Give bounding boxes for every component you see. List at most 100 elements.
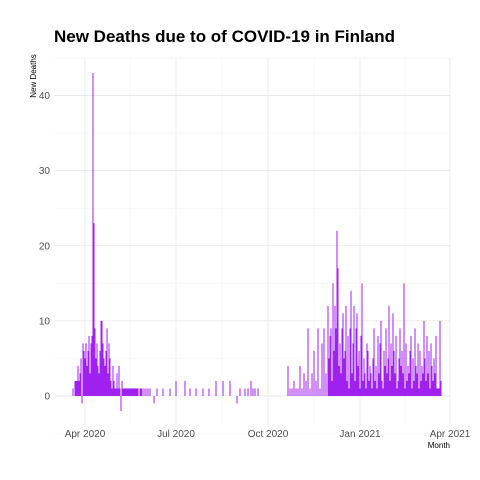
bar [115, 388, 117, 396]
bar [147, 388, 149, 396]
bar [382, 388, 384, 396]
bar [114, 388, 116, 396]
bar [313, 350, 315, 396]
bar [331, 380, 333, 396]
bar [399, 328, 401, 396]
bar [108, 343, 110, 396]
bar [420, 380, 422, 396]
bar [339, 343, 341, 396]
bar [301, 388, 303, 396]
bar [92, 73, 94, 396]
bar [77, 365, 79, 396]
bar [415, 365, 417, 396]
bar [86, 365, 88, 396]
bar [239, 388, 241, 396]
bar [416, 373, 418, 396]
bar [208, 388, 210, 396]
bar [189, 388, 191, 396]
bar [429, 388, 431, 396]
bar [357, 365, 359, 396]
bar [254, 388, 256, 396]
bar [349, 328, 351, 396]
bar [350, 290, 352, 396]
bar [356, 313, 358, 396]
bar [104, 365, 106, 396]
bar [295, 388, 297, 396]
bar [303, 373, 305, 396]
x-tick-label: Jul 2020 [157, 429, 195, 440]
x-tick-label: Oct 2020 [248, 429, 289, 440]
bar [397, 380, 399, 396]
bar [376, 388, 378, 396]
bar [408, 373, 410, 396]
bar [325, 373, 327, 396]
bar [329, 335, 331, 396]
chart-title: New Deaths due to of COVID-19 in Finland [54, 27, 395, 46]
bar [327, 305, 329, 396]
bar [388, 305, 390, 396]
bar [123, 388, 125, 396]
x-axis-title: Month [428, 441, 450, 450]
bar [370, 373, 372, 396]
bar [437, 388, 439, 396]
bar [100, 320, 102, 396]
bar [355, 328, 357, 396]
bar [132, 388, 134, 396]
y-tick-label: 40 [39, 91, 51, 102]
bar [389, 380, 391, 396]
bar [315, 380, 317, 396]
bar [371, 388, 373, 396]
bar [80, 358, 82, 396]
bar [410, 335, 412, 396]
bar [121, 380, 123, 396]
y-tick-label: 30 [39, 166, 51, 177]
bar [337, 268, 339, 396]
bar [287, 365, 289, 396]
bar [106, 328, 108, 396]
bar [195, 388, 197, 396]
bar [342, 313, 344, 396]
bar [381, 380, 383, 396]
bar [76, 380, 78, 396]
bar [91, 335, 93, 396]
bar [406, 380, 408, 396]
bar [82, 343, 84, 396]
bar [149, 388, 151, 396]
bar [439, 320, 441, 396]
bar [117, 388, 119, 396]
bar [311, 373, 313, 396]
bar [319, 388, 321, 396]
bar [107, 373, 109, 396]
bar [120, 395, 122, 411]
y-tick-label: 10 [39, 316, 51, 327]
bar [347, 335, 349, 396]
bar [139, 388, 141, 396]
bar [394, 373, 396, 396]
grid-minor [54, 57, 450, 434]
bar [344, 350, 346, 396]
bar [343, 358, 345, 396]
bar [380, 320, 382, 396]
bar [113, 380, 115, 396]
bar [372, 358, 374, 396]
bar [141, 388, 143, 396]
bar [374, 380, 376, 396]
bar [379, 343, 381, 396]
bar [368, 380, 370, 396]
bar [432, 380, 434, 396]
bar [392, 313, 394, 396]
y-tick-label: 0 [44, 391, 50, 402]
bar [317, 328, 319, 396]
bar [341, 328, 343, 396]
bar [222, 380, 224, 396]
bar [93, 223, 95, 396]
bar [362, 380, 364, 396]
bar [95, 358, 97, 396]
bar [364, 373, 366, 396]
y-tick-labels: 0 10 20 30 40 [39, 91, 51, 402]
bar [404, 388, 406, 396]
bar [419, 350, 421, 396]
bar [122, 388, 124, 396]
bar [124, 388, 126, 396]
bar [383, 350, 385, 396]
